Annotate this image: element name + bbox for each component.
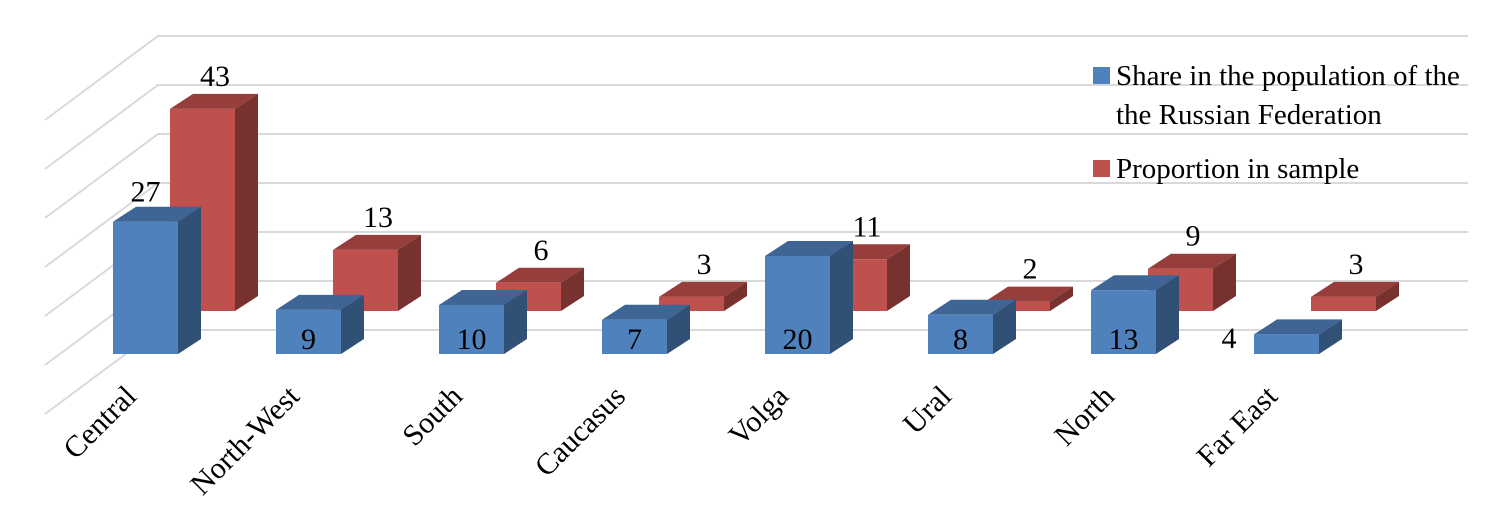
bar-sample-1-top (333, 234, 421, 250)
bar-population-1-side (341, 294, 364, 354)
bar-population-5-side (993, 299, 1016, 354)
data-label-population: 20 (783, 323, 813, 356)
category-labels: Central North-West South Caucasus Volga Ural N… (57, 379, 1284, 501)
data-label-population: 13 (1109, 323, 1139, 356)
data-label-population: 8 (953, 323, 968, 356)
bar-population-0 (113, 206, 201, 354)
data-label-population: 7 (627, 323, 642, 356)
data-label-sample: 11 (853, 210, 882, 243)
bar-population-3-top (602, 304, 690, 320)
bar-population-5-front (928, 314, 993, 354)
bars (113, 93, 1399, 354)
bar-sample-7-top (1311, 281, 1399, 297)
gridline (44, 84, 1468, 170)
bar-population-5-top (928, 299, 1016, 315)
gridline (44, 35, 1468, 121)
bar-sample-4-side (887, 244, 910, 311)
data-label-sample: 9 (1186, 220, 1201, 253)
bar-population-4-top (765, 241, 853, 256)
gridline (44, 231, 1468, 317)
bar-sample-3-side (724, 281, 747, 311)
category-label: South (396, 380, 469, 453)
bar-sample-0-top (170, 93, 258, 109)
category-label: Central (57, 380, 143, 466)
legend-label-population-line1: Share in the population of the (1116, 60, 1460, 92)
data-label-population: 4 (1222, 322, 1237, 355)
gridline (44, 133, 1468, 219)
category-label: Far East (1191, 379, 1285, 473)
legend-label-sample: Proportion in sample (1116, 153, 1359, 185)
bar-population-6 (1091, 275, 1179, 354)
category-label: Caucasus (528, 380, 631, 483)
bar-sample-3-top (659, 281, 747, 297)
legend-swatch-sample (1093, 160, 1110, 177)
data-label-population: 10 (457, 323, 487, 356)
data-label-sample: 13 (363, 201, 393, 234)
bar-population-7 (1254, 319, 1342, 354)
bar-population-2-front (439, 305, 504, 354)
gridlines (44, 35, 1468, 415)
bar-sample-5-front (985, 301, 1050, 311)
bar-population-3-front (602, 319, 667, 354)
bar-population-2-top (439, 290, 527, 305)
bar-sample-2-side (561, 267, 584, 311)
data-label-sample: 3 (1349, 248, 1364, 281)
bar-sample-7-side (1376, 281, 1399, 311)
data-label-sample: 3 (697, 248, 712, 281)
bar-population-7-side (1319, 319, 1342, 354)
bar-sample-7 (1311, 281, 1399, 311)
bar-population-0-front (113, 221, 178, 354)
data-label-sample: 6 (534, 234, 549, 267)
bar-population-3 (602, 304, 690, 354)
bar-population-2-side (504, 290, 527, 354)
data-label-sample: 43 (200, 60, 230, 93)
bar-sample-5 (985, 286, 1073, 311)
bar-sample-1-side (398, 234, 421, 311)
legend-label-population-line2: the Russian Federation (1116, 99, 1382, 131)
bar-sample-5-top (985, 286, 1073, 302)
gridline (44, 182, 1468, 268)
bar-population-6-side (1156, 275, 1179, 354)
legend-swatch-population (1093, 67, 1110, 84)
category-label: North (1048, 380, 1121, 453)
bar-population-6-front (1091, 290, 1156, 354)
bar-population-1-top (276, 294, 364, 310)
bar-population-0-side (178, 206, 201, 354)
data-label-population: 27 (131, 176, 161, 209)
data-label-population: 9 (301, 323, 316, 356)
bar-population-1 (276, 294, 364, 354)
category-label: Ural (897, 380, 958, 441)
bar-population-3-side (667, 304, 690, 354)
data-label-sample: 2 (1023, 253, 1038, 286)
bar-sample-2-top (496, 267, 584, 283)
legend: Share in the population of the the Russi… (1093, 60, 1460, 185)
bar-population-4 (765, 241, 853, 354)
bar-population-1-front (276, 309, 341, 354)
bar-population-5 (928, 299, 1016, 354)
data-labels: 43 27 13 9 6 10 3 7 11 20 2 8 9 13 3 4 (131, 60, 1364, 356)
category-label: North-West (184, 379, 306, 501)
bar-population-4-side (830, 241, 853, 354)
bar-sample-0-side (235, 93, 258, 312)
bar-population-0-top (113, 206, 201, 222)
category-label: Volga (723, 380, 795, 452)
bar-population-7-top (1254, 319, 1342, 335)
bar-population-4-front (765, 256, 830, 354)
bar-population-7-front (1254, 334, 1319, 354)
bar-sample-6-side (1213, 253, 1236, 311)
bar-sample-5-side (1050, 286, 1073, 311)
bar-sample-7-front (1311, 296, 1376, 311)
bar-population-2 (439, 290, 527, 354)
bar-population-6-top (1091, 275, 1179, 291)
bar-sample-6-top (1148, 253, 1236, 269)
bar-sample-1 (333, 234, 421, 311)
